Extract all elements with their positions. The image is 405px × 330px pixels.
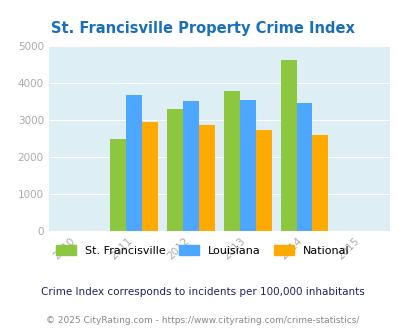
Bar	[223, 90, 239, 231]
Text: St. Francisville Property Crime Index: St. Francisville Property Crime Index	[51, 21, 354, 36]
Bar	[110, 139, 126, 231]
Bar	[182, 101, 198, 231]
Bar	[198, 125, 214, 231]
Text: Crime Index corresponds to incidents per 100,000 inhabitants: Crime Index corresponds to incidents per…	[41, 287, 364, 297]
Bar	[239, 100, 255, 231]
Bar	[296, 103, 312, 231]
Bar	[255, 130, 271, 231]
Bar	[312, 135, 328, 231]
Legend: St. Francisville, Louisiana, National: St. Francisville, Louisiana, National	[52, 241, 353, 260]
Bar	[126, 95, 142, 231]
Bar	[280, 60, 296, 231]
Bar	[166, 109, 182, 231]
Bar	[142, 122, 158, 231]
Text: © 2025 CityRating.com - https://www.cityrating.com/crime-statistics/: © 2025 CityRating.com - https://www.city…	[46, 315, 359, 325]
